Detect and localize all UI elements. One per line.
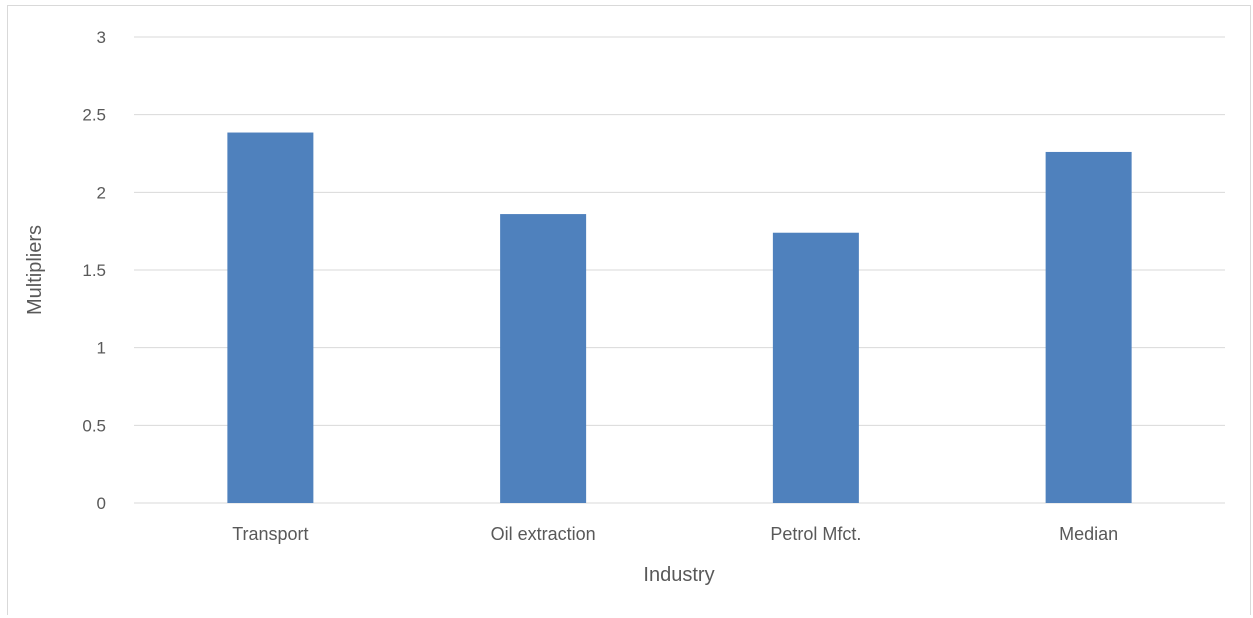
x-tick-label: Transport	[232, 524, 308, 544]
y-tick-label: 1.5	[82, 261, 106, 280]
bar-transport	[227, 132, 314, 503]
gridlines	[134, 36, 1225, 504]
bar-oil-extraction	[500, 214, 587, 503]
y-tick-labels: 0 0.5 1 1.5 2 2.5 3	[82, 28, 106, 513]
x-tick-label: Oil extraction	[491, 524, 596, 544]
y-tick-label: 0.5	[82, 416, 106, 435]
y-axis-label: Multipliers	[24, 225, 46, 315]
chart-frame	[7, 5, 1251, 615]
y-tick-label: 2	[97, 183, 106, 202]
bars	[227, 132, 1132, 504]
y-tick-label: 2.5	[82, 106, 106, 125]
y-tick-label: 1	[97, 339, 106, 358]
bar-median	[1045, 151, 1132, 504]
x-tick-labels: Transport Oil extraction Petrol Mfct. Media…	[232, 524, 1118, 544]
bar-petrol-mfct	[772, 232, 859, 503]
y-tick-label: 0	[97, 494, 106, 513]
y-tick-label: 3	[97, 28, 106, 47]
x-axis-label: Industry	[643, 564, 714, 586]
x-tick-label: Median	[1059, 524, 1118, 544]
x-tick-label: Petrol Mfct.	[770, 524, 861, 544]
